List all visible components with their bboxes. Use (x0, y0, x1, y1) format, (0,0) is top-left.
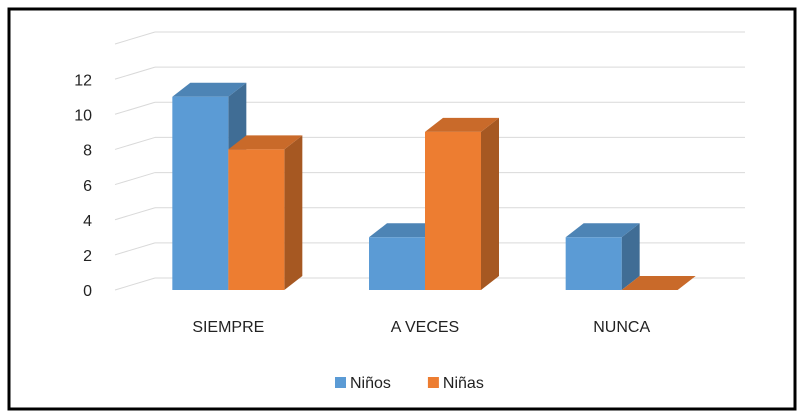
y-tick-label: 12 (74, 72, 92, 89)
bar (172, 96, 229, 290)
bar-side (621, 223, 640, 290)
grid-line-depth (114, 277, 156, 291)
y-tick-label: 2 (83, 248, 92, 265)
y-tick-label: 6 (83, 178, 92, 195)
bar-top (228, 135, 303, 150)
grid-line-depth (114, 101, 156, 115)
grid-line-depth (114, 172, 156, 186)
bar (228, 149, 285, 290)
y-tick-label: 0 (83, 283, 92, 300)
bar-side (481, 117, 499, 290)
bar-side (284, 135, 303, 290)
bar-top (369, 223, 443, 238)
legend-label: Niñas (443, 375, 484, 392)
bar-top (172, 82, 247, 97)
y-tick-label: 4 (83, 213, 92, 230)
bar (369, 237, 425, 290)
grid-line-depth (114, 136, 156, 150)
grid-line-depth (114, 242, 156, 256)
grid-line-depth (114, 207, 156, 221)
bar-top (565, 223, 640, 238)
y-tick-label: 10 (74, 108, 92, 125)
y-tick-label: 8 (83, 143, 92, 160)
x-tick-label: NUNCA (593, 319, 650, 336)
bar-top (425, 117, 499, 132)
wall-edge (114, 31, 156, 45)
legend-label: Niños (350, 375, 391, 392)
chart-frame (7, 7, 797, 411)
bar (565, 237, 622, 290)
x-tick-label: A VECES (391, 319, 459, 336)
legend-swatch (335, 377, 346, 388)
legend-swatch (427, 377, 439, 388)
bar-top (621, 276, 696, 290)
x-tick-label: SIEMPRE (192, 319, 264, 336)
grid-line-depth (114, 66, 156, 80)
bar (425, 131, 481, 290)
